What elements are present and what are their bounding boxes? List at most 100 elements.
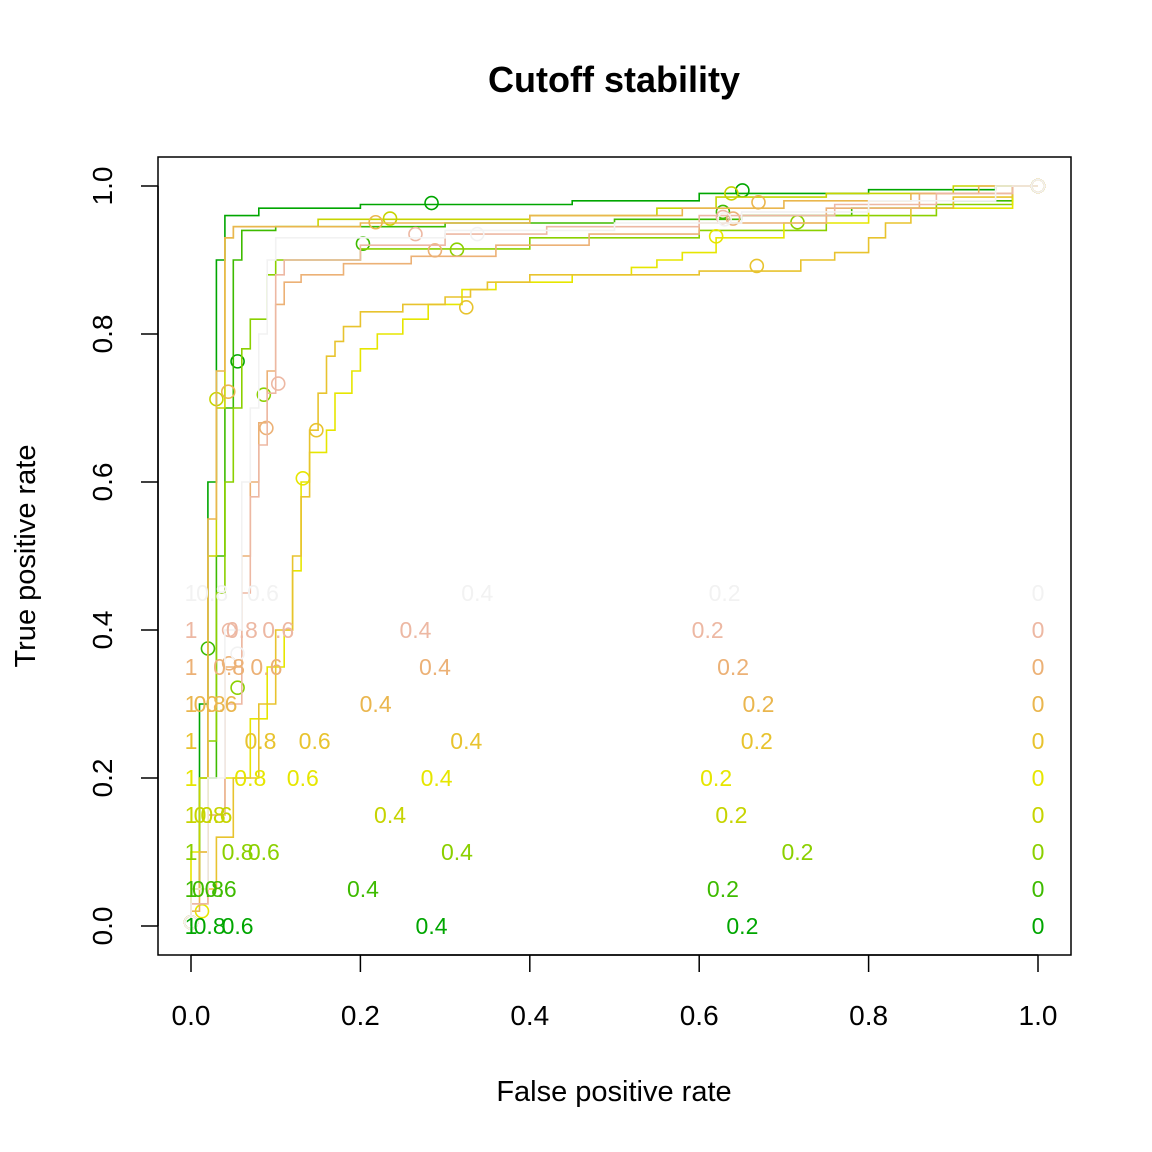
- cutoff-label: 0.4: [360, 691, 392, 717]
- cutoff-marker: [708, 229, 724, 244]
- cutoff-marker: [309, 422, 324, 438]
- cutoff-marker: [725, 211, 741, 226]
- cutoff-label: 0.2: [726, 913, 758, 939]
- cutoff-label: 0.6: [205, 876, 237, 902]
- cutoff-label: 0.2: [692, 617, 724, 643]
- cutoff-label: 0.8: [213, 654, 245, 680]
- roc-curve-1: [190, 185, 1038, 926]
- cutoff-label: 0.6: [287, 765, 319, 791]
- x-tick-label: 0.6: [680, 1000, 719, 1031]
- cutoff-label: 0: [1032, 876, 1045, 902]
- cutoff-label: 1: [185, 617, 198, 643]
- cutoff-marker: [270, 376, 286, 391]
- y-axis-label: True positive rate: [10, 445, 42, 668]
- roc-curve-3: [190, 185, 1038, 926]
- cutoff-label: 0: [1032, 580, 1045, 606]
- cutoff-label: 0.8: [194, 802, 226, 828]
- y-tick-label: 0.6: [87, 463, 118, 502]
- cutoff-labels: 10.80.6 0.4 0.2 010.80.6 0.4 0.2 01 0.80.6 0.4 0.…: [185, 580, 1045, 939]
- y-tick-label: 0.8: [87, 315, 118, 354]
- chart-title: Cutoff stability: [488, 59, 740, 100]
- cutoff-marker: [724, 186, 739, 201]
- cutoff-label: 0.8: [194, 913, 226, 939]
- cutoff-label: 0.8: [222, 839, 254, 865]
- y-tick-label: 0.0: [87, 907, 118, 946]
- cutoff-label: 0.6: [247, 580, 279, 606]
- y-axis: 0.0 0.2 0.4 0.6 0.8 1.0: [87, 167, 159, 946]
- cutoff-marker: [295, 470, 311, 486]
- cutoff-marker: [230, 646, 245, 661]
- cutoff-marker: [183, 914, 199, 930]
- x-tick-label: 0.8: [849, 1000, 888, 1031]
- cutoff-label: 0.8: [234, 765, 266, 791]
- cutoff-marker: [230, 354, 245, 369]
- cutoff-marker: [382, 211, 398, 226]
- cutoff-label: 0.4: [441, 839, 473, 865]
- roc-curve-8: [190, 185, 1038, 926]
- cutoff-label: 0.2: [781, 839, 813, 865]
- cutoff-label: 0.8: [226, 617, 258, 643]
- cutoff-label: 1: [185, 691, 198, 717]
- cutoff-marker: [259, 420, 274, 436]
- cutoff-label: 1: [185, 580, 198, 606]
- cutoff-marker: [230, 680, 245, 696]
- cutoff-marker: [424, 195, 439, 211]
- cutoff-label: 0.2: [715, 802, 747, 828]
- cutoff-label: 1: [185, 913, 198, 939]
- roc-curve-7: [190, 185, 1038, 926]
- cutoff-label: 0: [1032, 617, 1045, 643]
- cutoff-label: 0: [1032, 839, 1045, 865]
- roc-curves: [183, 178, 1046, 930]
- roc-curve-6: [190, 185, 1038, 926]
- cutoff-label: 0.6: [250, 654, 282, 680]
- cutoff-label: 0.2: [742, 691, 774, 717]
- roc-curve-10: [190, 185, 1038, 926]
- cutoff-marker: [368, 214, 383, 230]
- x-tick-label: 1.0: [1019, 1000, 1058, 1031]
- cutoff-label: 0: [1032, 728, 1045, 754]
- cutoff-label: 0.4: [450, 728, 482, 754]
- y-tick-label: 0.2: [87, 759, 118, 798]
- cutoff-label: 0.4: [399, 617, 431, 643]
- cutoff-label: 0.6: [200, 802, 232, 828]
- cutoff-label: 0: [1032, 654, 1045, 680]
- cutoff-label: 1: [185, 728, 198, 754]
- x-axis: 0.0 0.2 0.4 0.6 0.8 1.0: [172, 954, 1058, 1031]
- cutoff-label: 1: [185, 802, 198, 828]
- cutoff-marker: [749, 258, 765, 274]
- cutoff-label: 0.4: [421, 765, 453, 791]
- roc-curve-4: [190, 185, 1038, 926]
- cutoff-marker: [469, 226, 485, 242]
- cutoff-marker: [458, 300, 474, 315]
- cutoff-label: 0: [1032, 691, 1045, 717]
- cutoff-label: 0.4: [419, 654, 451, 680]
- cutoff-label: 0.6: [299, 728, 331, 754]
- cutoff-label: 0.4: [347, 876, 379, 902]
- cutoff-label: 0: [1032, 802, 1045, 828]
- cutoff-label: 0.4: [374, 802, 406, 828]
- cutoff-label: 0.8: [244, 728, 276, 754]
- cutoff-marker: [220, 384, 236, 400]
- cutoff-marker: [221, 655, 237, 671]
- cutoff-marker: [256, 387, 272, 402]
- x-axis-label: False positive rate: [496, 1076, 731, 1108]
- cutoff-label: 1: [185, 765, 198, 791]
- x-tick-label: 0.4: [510, 1000, 549, 1031]
- cutoff-marker: [1030, 178, 1046, 194]
- roc-curve-2: [190, 185, 1038, 926]
- cutoff-label: 0.4: [461, 580, 493, 606]
- cutoff-label: 0.2: [700, 765, 732, 791]
- cutoff-label: 1: [185, 876, 198, 902]
- roc-curve-9: [190, 185, 1038, 926]
- cutoff-label: 0.2: [709, 580, 741, 606]
- cutoff-label: 1: [185, 839, 198, 865]
- cutoff-label: 0.8: [192, 876, 224, 902]
- cutoff-marker: [717, 212, 732, 227]
- cutoff-label: 0: [1032, 913, 1045, 939]
- cutoff-marker: [427, 243, 443, 258]
- cutoff-marker: [751, 194, 766, 210]
- x-tick-label: 0.2: [341, 1000, 380, 1031]
- cutoff-label: 0.6: [222, 913, 254, 939]
